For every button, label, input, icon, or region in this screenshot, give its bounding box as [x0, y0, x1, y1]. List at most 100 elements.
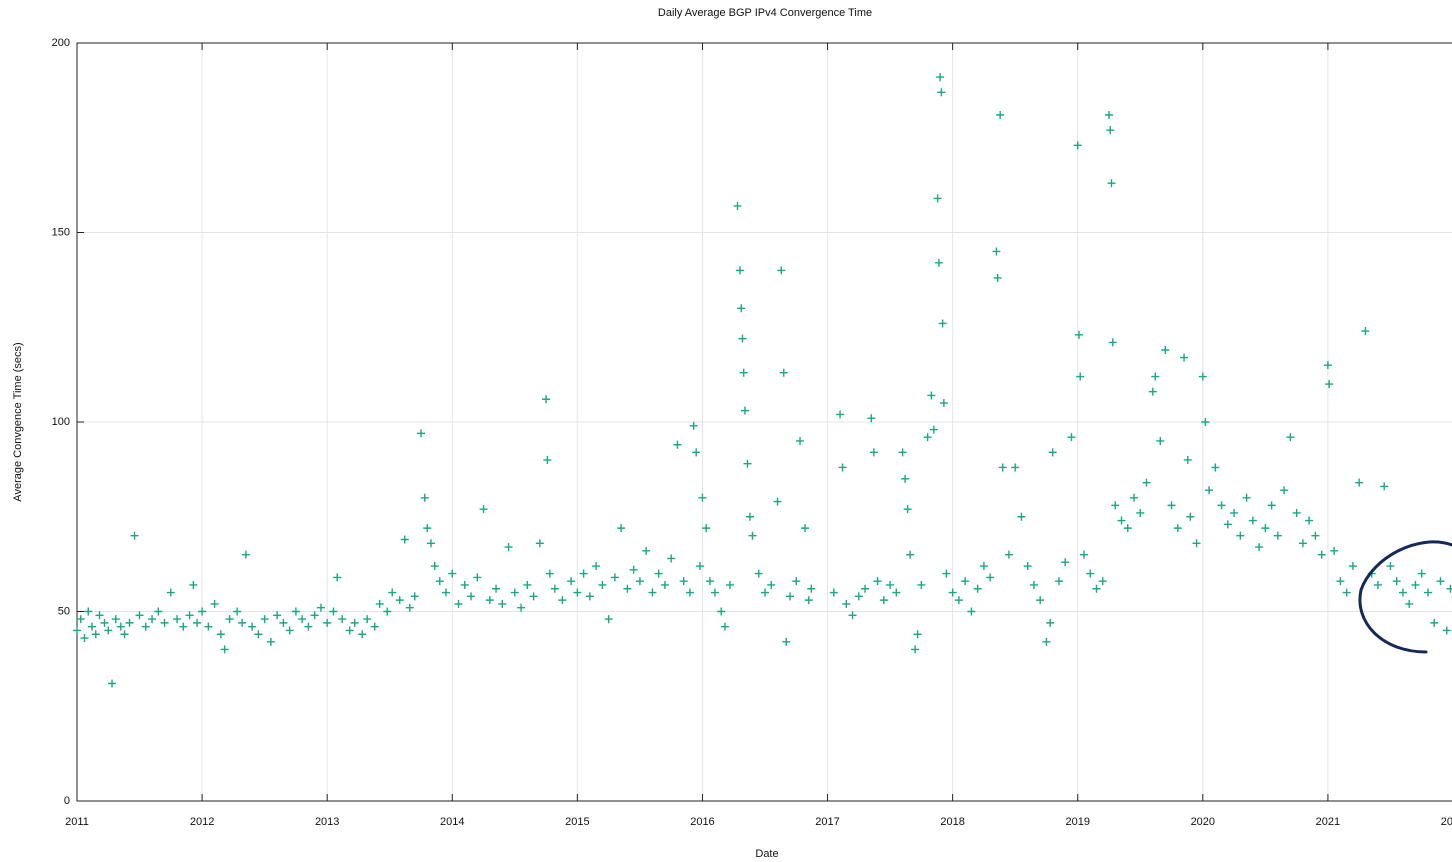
point [801, 524, 810, 533]
point [479, 505, 488, 514]
point [929, 425, 938, 434]
point [948, 588, 957, 597]
point [996, 111, 1005, 120]
point [266, 637, 275, 646]
point [979, 562, 988, 571]
point [73, 626, 81, 635]
point [973, 584, 982, 593]
point [1380, 482, 1389, 491]
point [410, 592, 419, 601]
point [1446, 584, 1452, 593]
point [745, 512, 754, 521]
point [498, 599, 507, 608]
point [535, 539, 544, 548]
chart-title: Daily Average BGP IPv4 Convergence Time [658, 7, 872, 19]
point [737, 304, 746, 313]
point [692, 448, 701, 457]
point [986, 573, 995, 582]
point [125, 618, 134, 627]
point [1417, 569, 1426, 578]
point [1023, 562, 1032, 571]
point [579, 569, 588, 578]
x-tick-label: 2014 [440, 816, 464, 828]
point [1342, 588, 1351, 597]
point [934, 258, 943, 267]
point [961, 577, 970, 586]
point [1117, 516, 1126, 525]
point [642, 546, 651, 555]
point [241, 550, 250, 559]
point [120, 630, 129, 639]
point [1242, 493, 1251, 502]
point [1255, 543, 1264, 552]
point [807, 584, 816, 593]
point [291, 607, 300, 616]
point [739, 368, 748, 377]
point [135, 611, 144, 620]
point [861, 584, 870, 593]
point [848, 611, 857, 620]
point [623, 584, 632, 593]
point [829, 588, 838, 597]
point [689, 421, 698, 430]
point [545, 569, 554, 578]
point [1036, 596, 1045, 605]
point [923, 433, 932, 442]
point [1211, 463, 1220, 472]
point [304, 622, 313, 631]
point [550, 584, 559, 593]
x-tick-label: 2013 [315, 816, 339, 828]
point [761, 588, 769, 597]
point [1107, 179, 1116, 188]
point [1330, 546, 1339, 555]
point [76, 615, 85, 624]
point [937, 88, 946, 97]
point [648, 588, 657, 597]
point [1198, 372, 1207, 381]
x-tick-label: 2022 [1441, 816, 1452, 828]
point [1267, 501, 1276, 510]
point [679, 577, 688, 586]
point [1373, 580, 1382, 589]
point [1076, 372, 1085, 381]
point [238, 618, 247, 627]
point [592, 562, 601, 571]
hand-drawn-circle [1358, 540, 1452, 654]
point [233, 607, 242, 616]
point [248, 622, 257, 631]
point [260, 615, 269, 624]
point [635, 577, 644, 586]
point [388, 588, 397, 597]
point [869, 448, 878, 457]
point [1011, 463, 1020, 472]
x-tick-label: 2021 [1316, 816, 1340, 828]
x-tick-label: 2011 [65, 816, 89, 828]
point [141, 622, 150, 631]
point [363, 615, 372, 624]
point [1392, 577, 1401, 586]
point [1323, 361, 1332, 370]
point [838, 463, 847, 472]
point [585, 592, 594, 601]
point [1248, 516, 1257, 525]
point [430, 562, 439, 571]
point [1048, 448, 1057, 457]
y-tick-label: 100 [52, 416, 70, 428]
point [738, 334, 747, 343]
point [773, 497, 782, 506]
point [617, 524, 626, 533]
point [442, 588, 451, 597]
point [938, 319, 947, 328]
point [1067, 433, 1076, 442]
point [100, 618, 109, 627]
x-tick-label: 2016 [690, 816, 714, 828]
point [338, 615, 347, 624]
point [316, 603, 325, 612]
point [1223, 520, 1232, 529]
point [933, 194, 942, 203]
point [873, 577, 882, 586]
point [754, 569, 763, 578]
point [1436, 577, 1445, 586]
point [254, 630, 263, 639]
point [685, 588, 694, 597]
